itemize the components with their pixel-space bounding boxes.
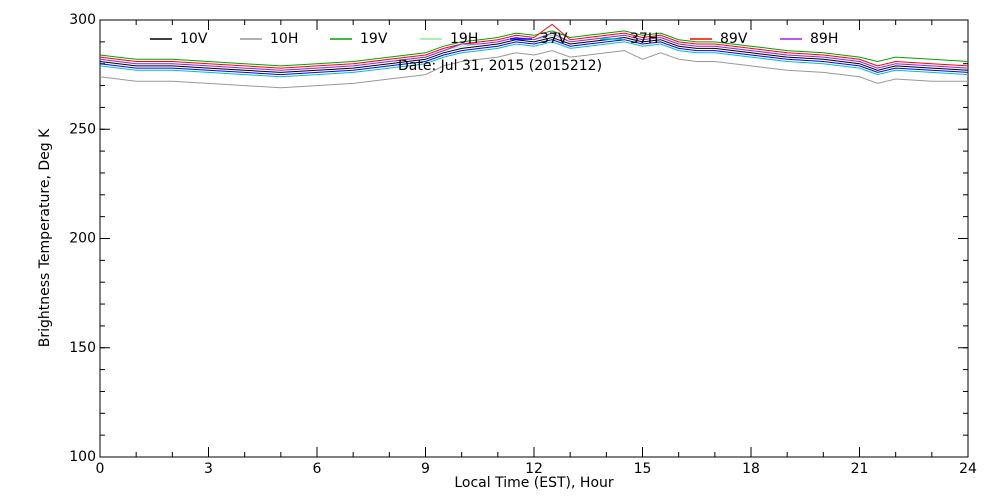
annotation: Date: Jul 31, 2015 (2015212) — [398, 58, 602, 74]
plot-frame — [99, 19, 969, 458]
legend-label: 37V — [540, 31, 568, 47]
legend-label: 37H — [630, 31, 658, 47]
y-tick-label: 250 — [69, 121, 96, 137]
legend-label: 19H — [450, 31, 478, 47]
x-tick-label: 24 — [959, 461, 977, 477]
legend-label: 89V — [720, 31, 748, 47]
series-line — [99, 36, 969, 73]
x-tick-label: 6 — [313, 461, 322, 477]
series-line — [99, 32, 969, 71]
legend-label: 10H — [270, 31, 298, 47]
series-line — [99, 50, 968, 89]
x-tick-label: 18 — [742, 461, 760, 477]
legend-label: 19V — [360, 31, 388, 47]
series-line — [99, 41, 969, 78]
y-axis-label: Brightness Temperature, Deg K — [37, 128, 53, 347]
x-tick-label: 9 — [421, 461, 430, 477]
legend-label: 89H — [810, 31, 838, 47]
legend-label: 10V — [180, 31, 208, 47]
series-line — [99, 39, 969, 76]
y-tick-label: 300 — [69, 12, 96, 28]
x-tick-label: 3 — [204, 461, 213, 477]
series-line — [99, 23, 969, 69]
x-tick-label: 15 — [634, 461, 652, 477]
y-tick-label: 150 — [69, 340, 96, 356]
x-tick-label: 12 — [525, 461, 543, 477]
y-tick-label: 100 — [69, 449, 96, 465]
x-tick-label: 0 — [96, 461, 105, 477]
series-line — [99, 30, 969, 67]
y-tick-label: 200 — [69, 231, 96, 247]
x-axis-label: Local Time (EST), Hour — [454, 475, 614, 491]
x-tick-label: 21 — [851, 461, 869, 477]
